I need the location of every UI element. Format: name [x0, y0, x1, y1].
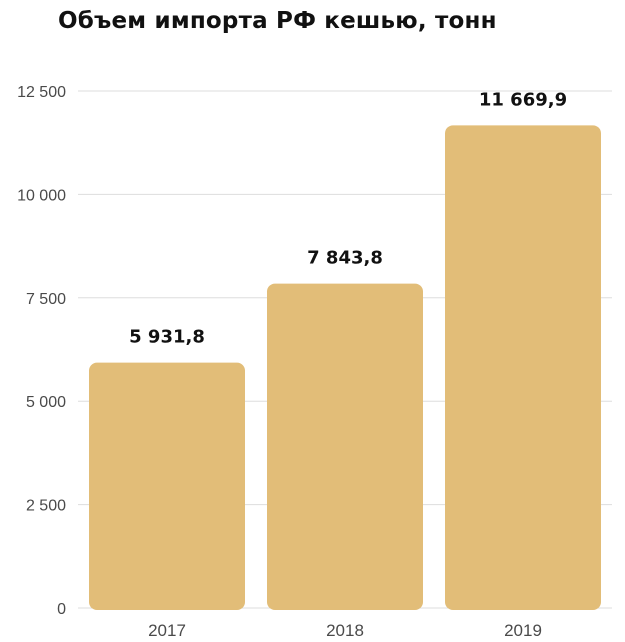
y-tick-label: 12 500	[17, 84, 66, 101]
x-tick-label: 2019	[504, 621, 542, 640]
data-label-2019: 11 669,9	[479, 89, 567, 110]
x-tick-label: 2017	[148, 621, 186, 640]
data-label-2017: 5 931,8	[129, 327, 205, 348]
x-axis-ticks: 2017 2018 2019	[148, 621, 542, 640]
chart-title: Объем импорта РФ кешью, тонн	[58, 8, 497, 34]
bar-2019	[445, 125, 601, 610]
y-tick-label: 7 500	[26, 291, 66, 308]
y-tick-label: 0	[57, 601, 66, 618]
y-axis-ticks: 0 2 500 5 000 7 500 10 000 12 500	[17, 84, 66, 618]
bars	[89, 125, 601, 610]
bar-2017	[89, 362, 245, 610]
data-labels: 5 931,8 7 843,8 11 669,9	[129, 89, 567, 347]
bar-2018	[267, 283, 423, 610]
x-tick-label: 2018	[326, 621, 364, 640]
y-tick-label: 5 000	[26, 394, 66, 411]
data-label-2018: 7 843,8	[307, 248, 383, 269]
y-tick-label: 2 500	[26, 498, 66, 515]
y-tick-label: 10 000	[17, 187, 66, 204]
